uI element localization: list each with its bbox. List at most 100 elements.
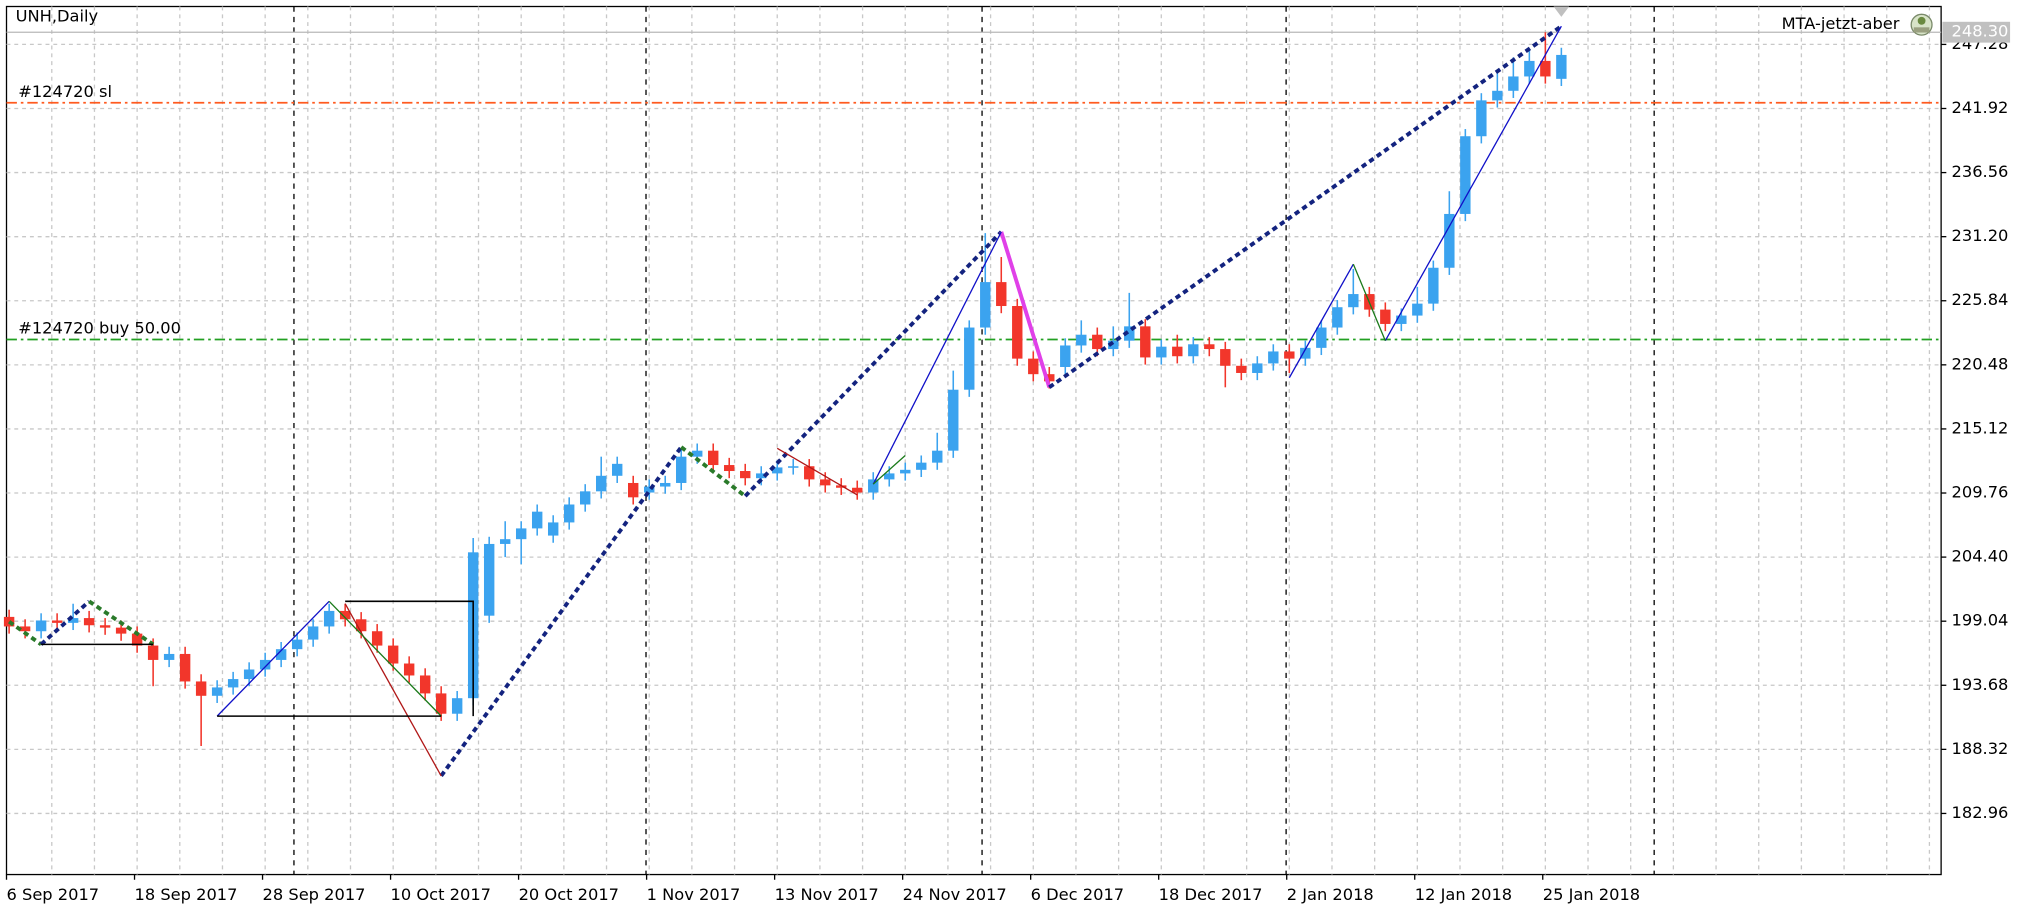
y-tick-label: 204.40 [1952,547,2009,566]
candle-body [1060,345,1071,367]
candle-body [852,487,863,493]
overlay-line [88,599,155,647]
candle-body [820,479,831,486]
candle-body [83,618,95,626]
candle-body [547,522,559,536]
x-tick-label: 24 Nov 2017 [903,885,1007,904]
candle-body [708,450,719,466]
overlay-line [7,620,43,646]
candle-body [740,471,751,479]
candle-body [227,679,239,688]
candle-body [1444,213,1455,268]
candle-body [67,618,79,623]
candle-body [692,450,703,457]
candle-body [1332,307,1343,328]
candle-body [131,633,143,646]
bid-box [1942,21,2011,43]
x-tick-label: 12 Jan 2018 [1415,885,1512,904]
candle-body [1348,294,1359,308]
overlay-line [216,600,330,717]
candle-body [291,639,303,650]
candle-body [1236,365,1247,373]
candle-body [1092,334,1103,350]
candle-body [1316,327,1327,348]
overlay-line [1288,263,1354,379]
candle-body [1556,54,1567,79]
candle-body [499,539,511,544]
x-tick-label: 18 Sep 2017 [135,885,238,904]
x-tick-label: 6 Dec 2017 [1031,885,1124,904]
chart-title: UNH,Daily [16,6,99,25]
x-tick-label: 20 Oct 2017 [519,885,619,904]
y-tick-label: 215.12 [1952,418,2009,437]
candle-body [1172,346,1183,357]
candle-body [1044,374,1055,382]
candle-body [1508,76,1519,91]
candle-body [1428,267,1439,304]
candle-body [964,327,975,390]
candle-body [515,528,527,540]
candle-body [595,475,607,492]
candle-body [179,653,191,682]
marks [3,24,1942,778]
candle-body [884,473,895,480]
order-label: #124720 sl [18,82,112,101]
candle-body [1412,303,1423,316]
candle-body [35,620,47,632]
overlay-line [1048,24,1563,389]
overlay-line [344,603,442,777]
overlay-line [1352,263,1386,341]
candle-body [1220,349,1231,366]
candle-body [1012,306,1023,359]
candle-body [1076,334,1087,346]
y-tick-label: 231.20 [1952,226,2009,245]
x-tick-label: 1 Nov 2017 [647,885,741,904]
candle-body [339,610,351,620]
candle-body [579,491,591,505]
x-tick-label: 13 Nov 2017 [775,885,879,904]
candle-body [660,482,671,487]
candle-body [1524,60,1535,77]
x-tick-label: 10 Oct 2017 [391,885,491,904]
candle-body [724,465,735,472]
candle-body [1140,326,1151,358]
candle-body [99,625,111,628]
candle-body [932,450,943,463]
candle-body [868,479,879,493]
overlay-line [776,447,858,496]
overlay-line [743,230,1003,498]
candle-body [1156,346,1167,358]
candle-body [996,282,1007,307]
y-tick-label: 225.84 [1952,290,2009,309]
candle-body [51,620,63,623]
candle-body [1476,100,1487,137]
candle-body [1284,351,1295,359]
candle-body [371,631,383,646]
overlay-line [872,231,1002,485]
candle-body [1028,358,1039,375]
x-tick-label: 18 Dec 2017 [1159,885,1263,904]
y-tick-label: 193.68 [1952,675,2009,694]
bid-arrow [1553,6,1570,17]
overlay-line [39,599,91,646]
candle-body [355,619,367,632]
candle-body [163,653,175,660]
candle-body [644,486,655,493]
labels: 182.96 188.32 193.68 199.04 204.40 209.76 215.… [7,6,2011,904]
candle-body [1492,90,1503,101]
candle-body [211,687,223,696]
candle-body [435,693,447,714]
candle-body [403,663,415,676]
candle-body [323,610,335,627]
overlay-line [1384,25,1562,342]
y-tick-label: 236.56 [1952,162,2009,181]
candle-body [900,469,911,474]
order-label: #124720 buy 50.00 [18,319,181,338]
y-tick-label: 220.48 [1952,354,2009,373]
indicator-icon [1910,13,1933,36]
overlay-line [328,600,442,717]
overlay-line [999,231,1052,388]
